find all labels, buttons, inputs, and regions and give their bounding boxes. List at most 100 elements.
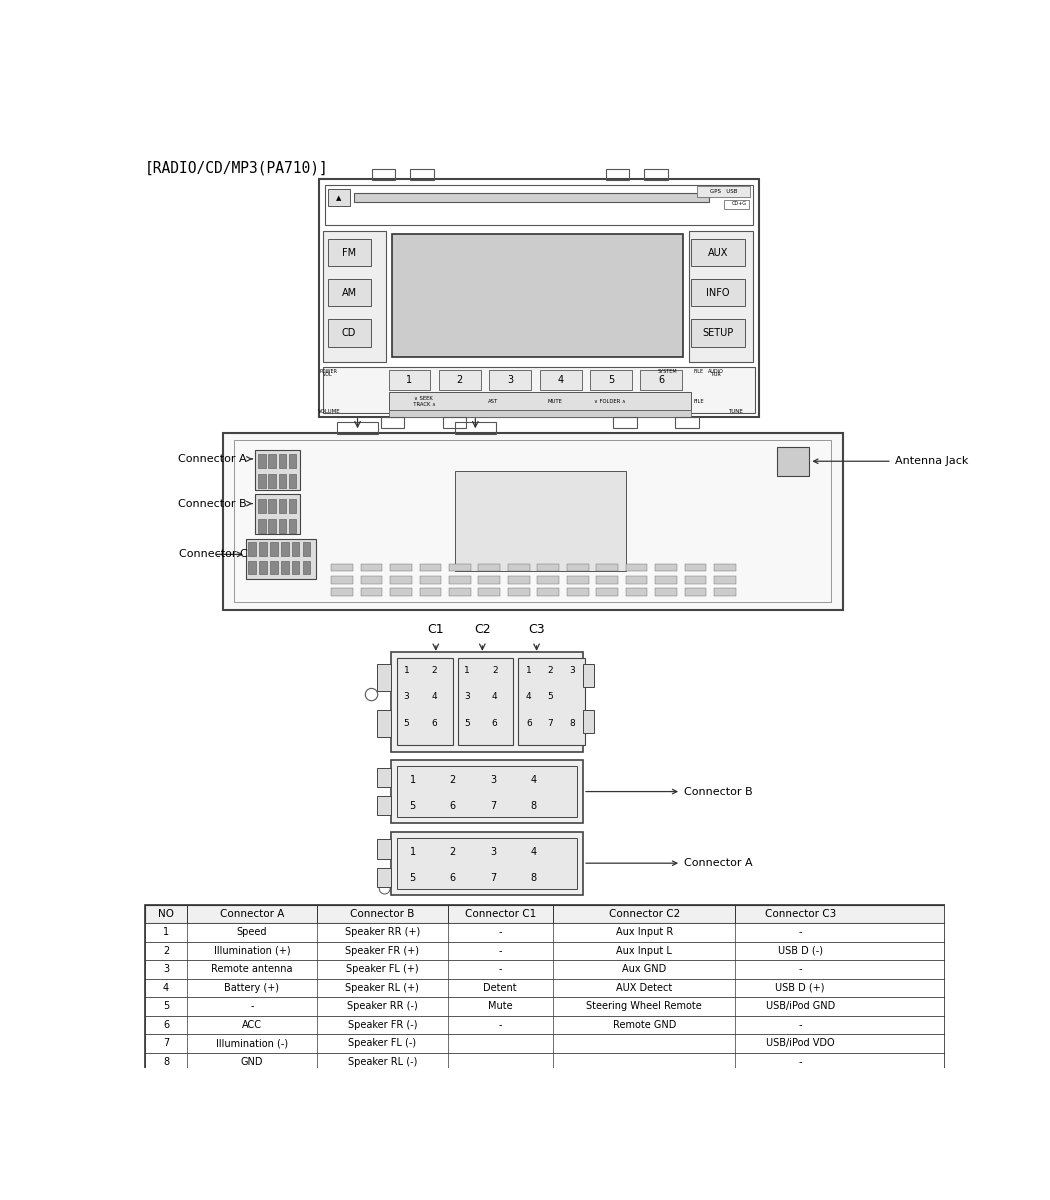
Circle shape (815, 442, 827, 455)
Bar (319, 179, 759, 418)
Bar (331, 564, 353, 571)
Bar (508, 576, 529, 583)
Bar (255, 494, 300, 534)
Bar (259, 542, 267, 556)
Bar (626, 588, 648, 596)
Bar (223, 433, 843, 610)
Bar (337, 422, 378, 434)
Bar (391, 832, 583, 895)
Text: 5: 5 (410, 872, 416, 883)
Circle shape (457, 593, 463, 599)
Circle shape (483, 841, 503, 862)
Bar (248, 542, 256, 556)
Text: Mute: Mute (488, 1001, 512, 1012)
Circle shape (458, 714, 476, 732)
Circle shape (365, 689, 378, 701)
Bar (145, 960, 945, 979)
Circle shape (486, 689, 503, 706)
Text: 1: 1 (403, 666, 410, 676)
Text: 2: 2 (449, 847, 456, 857)
Text: 5: 5 (403, 719, 410, 727)
Bar (145, 1015, 945, 1034)
Bar (270, 542, 277, 556)
Text: Remote GND: Remote GND (612, 1020, 676, 1030)
Bar (269, 455, 276, 468)
Bar (391, 760, 583, 823)
Bar (259, 560, 267, 575)
Text: AM: AM (341, 288, 357, 298)
Bar (328, 239, 371, 266)
Bar (538, 588, 559, 596)
Ellipse shape (718, 377, 753, 406)
Circle shape (521, 714, 538, 732)
Circle shape (521, 689, 538, 706)
Circle shape (647, 593, 653, 599)
Bar (538, 576, 559, 583)
Circle shape (521, 662, 538, 679)
Text: 7: 7 (163, 1038, 169, 1049)
Bar (420, 564, 441, 571)
Circle shape (398, 662, 415, 679)
Text: 1: 1 (526, 666, 531, 676)
Circle shape (267, 593, 273, 599)
Text: Connector A: Connector A (586, 858, 753, 868)
Bar (596, 576, 618, 583)
Bar (289, 455, 296, 468)
Bar (258, 474, 266, 488)
Circle shape (564, 662, 581, 679)
Bar (685, 564, 707, 571)
Circle shape (542, 662, 559, 679)
Text: 6: 6 (449, 872, 456, 883)
Bar (449, 588, 470, 596)
Bar (258, 499, 266, 512)
Bar (331, 576, 353, 583)
Bar (248, 560, 256, 575)
Bar (655, 576, 677, 583)
Bar (145, 942, 945, 960)
Text: -: - (798, 1057, 802, 1067)
Text: Connector C1: Connector C1 (465, 910, 536, 919)
Bar (145, 1034, 945, 1052)
Circle shape (728, 593, 734, 599)
Text: INFO: INFO (707, 288, 730, 298)
Text: CD+G: CD+G (732, 200, 748, 205)
Bar (518, 659, 585, 744)
Bar (714, 588, 736, 596)
Text: 4: 4 (526, 692, 531, 701)
Bar (302, 542, 311, 556)
Circle shape (429, 593, 436, 599)
Bar (583, 710, 594, 733)
Text: Connector A: Connector A (177, 454, 252, 464)
Text: 7: 7 (490, 872, 497, 883)
Text: 3: 3 (507, 374, 513, 385)
Text: 8: 8 (530, 802, 537, 811)
Circle shape (402, 796, 423, 816)
Bar (397, 838, 576, 888)
Circle shape (486, 662, 503, 679)
Bar (691, 278, 745, 306)
Text: AUX: AUX (708, 247, 728, 258)
Bar (449, 576, 470, 583)
Text: Speaker RR (-): Speaker RR (-) (346, 1001, 418, 1012)
Text: 6: 6 (526, 719, 531, 727)
Text: -: - (499, 928, 502, 937)
Bar (289, 499, 296, 512)
Bar (328, 278, 371, 306)
Text: FM: FM (342, 247, 356, 258)
Text: Connector B: Connector B (177, 498, 252, 509)
Text: Connector C2: Connector C2 (609, 910, 680, 919)
Text: 6: 6 (432, 719, 437, 727)
Bar (278, 518, 287, 533)
Text: USB/iPod VDO: USB/iPod VDO (765, 1038, 835, 1049)
Bar (420, 588, 441, 596)
Text: Remote antenna: Remote antenna (211, 965, 293, 974)
Text: Connector C3: Connector C3 (764, 910, 836, 919)
Bar (456, 422, 496, 434)
Text: 2: 2 (548, 666, 553, 676)
Bar (322, 367, 755, 414)
Bar (372, 169, 395, 180)
Text: 1: 1 (464, 666, 469, 676)
Circle shape (538, 593, 544, 599)
Text: 5: 5 (464, 719, 469, 727)
Text: 3: 3 (464, 692, 469, 701)
